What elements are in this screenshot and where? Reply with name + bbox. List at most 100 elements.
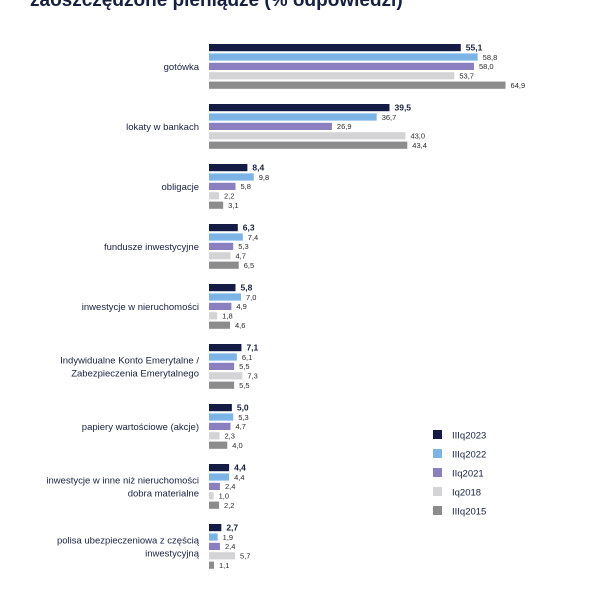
- value-label: 58,0: [479, 62, 494, 71]
- value-label: 5,5: [239, 362, 249, 371]
- legend: IIIq2023 IIIq2022 IIq2021 Iq2018 IIIq2015: [433, 430, 486, 518]
- value-label: 5,7: [240, 552, 250, 561]
- value-label: 6,5: [244, 261, 254, 270]
- bar-iiq2021-1: [209, 122, 332, 130]
- legend-label-iiiq2015: IIIq2015: [452, 507, 486, 518]
- value-label: 2,4: [225, 542, 235, 551]
- value-labels-layer: 55,158,858,0 53,7 64,9 39,536,7 26,9 43,043,4…: [219, 42, 526, 570]
- legend-swatch-iiiq2015: [433, 506, 442, 515]
- value-label: 7,0: [246, 293, 256, 302]
- bar-iq2018-1: [209, 132, 406, 140]
- bar-iiiq2022-4: [209, 293, 241, 301]
- legend-swatch-iiq2021: [433, 468, 442, 477]
- bar-iq2018-6: [209, 432, 220, 440]
- legend-label-iiq2021: IIq2021: [452, 469, 484, 480]
- category-labels-layer: gotówka lokaty w bankach obligacje fundusze…: [46, 62, 199, 560]
- bar-iiiq2015-8: [209, 561, 215, 569]
- bar-iiiq2015-6: [209, 441, 228, 449]
- bar-iiiq2015-4: [209, 321, 231, 329]
- bar-iiiq2022-7: [209, 473, 230, 481]
- bar-iq2018-2: [209, 192, 220, 200]
- bar-iiiq2022-1: [209, 113, 377, 121]
- bar-iiq2021-2: [209, 182, 236, 190]
- value-label: 5,3: [238, 413, 248, 422]
- value-label: 36,7: [382, 113, 397, 122]
- category-label: papiery wartościowe (akcje): [82, 422, 199, 433]
- value-label: 4,7: [235, 252, 245, 261]
- bar-iiiq2015-2: [209, 201, 224, 209]
- value-label: 58,8: [483, 53, 498, 62]
- chart-title: zaoszczędzone pieniądze (% odpowiedzi): [30, 0, 403, 11]
- bar-iq2018-8: [209, 552, 236, 560]
- bar-iq2018-5: [209, 372, 243, 380]
- value-label: 39,5: [394, 102, 411, 112]
- bar-iiq2021-5: [209, 362, 235, 370]
- value-label: 4,4: [234, 473, 244, 482]
- value-label: 43,4: [412, 141, 427, 150]
- value-label: 5,5: [239, 381, 249, 390]
- category-label: gotówka: [164, 62, 200, 73]
- value-label: 4,4: [234, 462, 246, 472]
- bar-iiiq2015-7: [209, 501, 220, 509]
- value-label: 1,1: [219, 561, 229, 570]
- bar-iiiq2023-2: [209, 164, 248, 172]
- bar-iiiq2023-6: [209, 404, 232, 412]
- value-label: 2,4: [225, 482, 235, 491]
- bar-iiiq2022-2: [209, 173, 254, 181]
- bar-iiiq2015-3: [209, 261, 239, 269]
- value-label: 43,0: [410, 132, 425, 141]
- bar-iiiq2023-4: [209, 284, 236, 292]
- value-label: 5,3: [238, 242, 248, 251]
- bar-iiiq2023-8: [209, 524, 222, 532]
- value-label: 7,3: [247, 372, 257, 381]
- value-label: 1,9: [223, 533, 233, 542]
- value-label: 26,9: [337, 122, 352, 131]
- bar-iiq2021-4: [209, 302, 232, 310]
- category-label: polisa ubezpieczeniowa z częścią inwestyc…: [57, 535, 200, 559]
- value-label: 53,7: [459, 72, 474, 81]
- bar-iiiq2015-1: [209, 141, 408, 149]
- bar-iiiq2022-5: [209, 353, 237, 361]
- value-label: 1,8: [222, 312, 232, 321]
- category-label: fundusze inwestycyjne: [104, 242, 199, 253]
- value-label: 64,9: [511, 81, 526, 90]
- bar-iiiq2022-0: [209, 53, 478, 61]
- bar-iiq2021-3: [209, 242, 234, 250]
- bar-iiiq2022-3: [209, 233, 243, 241]
- value-label: 4,9: [236, 302, 246, 311]
- value-label: 2,2: [224, 501, 234, 510]
- value-label: 7,4: [248, 233, 258, 242]
- value-label: 6,3: [243, 222, 255, 232]
- category-label: obligacje: [162, 182, 200, 193]
- legend-swatch-iiiq2023: [433, 430, 442, 439]
- bar-iq2018-3: [209, 252, 231, 260]
- bar-iiq2021-8: [209, 542, 220, 550]
- category-label: inwestycje w nieruchomości: [82, 302, 199, 313]
- value-label: 4,7: [235, 422, 245, 431]
- category-label: inwestycje w inne niż nieruchomości dobra…: [46, 475, 199, 499]
- bar-iiiq2015-5: [209, 381, 235, 389]
- bar-iiq2021-6: [209, 422, 231, 430]
- value-label: 8,4: [252, 162, 264, 172]
- bar-iiiq2015-0: [209, 81, 506, 89]
- category-label: lokaty w bankach: [126, 122, 199, 133]
- value-label: 4,0: [232, 441, 242, 450]
- legend-swatch-iq2018: [433, 487, 442, 496]
- value-label: 2,7: [226, 522, 238, 532]
- value-label: 4,6: [235, 321, 245, 330]
- bar-iiiq2023-1: [209, 104, 390, 112]
- value-label: 2,3: [225, 432, 235, 441]
- bar-iq2018-4: [209, 312, 218, 320]
- bar-iiiq2023-5: [209, 344, 242, 352]
- bar-iiq2021-0: [209, 62, 475, 70]
- bar-iiiq2022-6: [209, 413, 234, 421]
- value-label: 5,8: [241, 282, 253, 292]
- value-label: 6,1: [242, 353, 252, 362]
- bar-iiiq2023-7: [209, 464, 230, 472]
- value-label: 1,0: [219, 492, 229, 501]
- value-label: 3,1: [228, 201, 238, 210]
- bar-iq2018-7: [209, 492, 214, 500]
- legend-label-iiiq2022: IIIq2022: [452, 450, 486, 461]
- legend-swatch-iiiq2022: [433, 449, 442, 458]
